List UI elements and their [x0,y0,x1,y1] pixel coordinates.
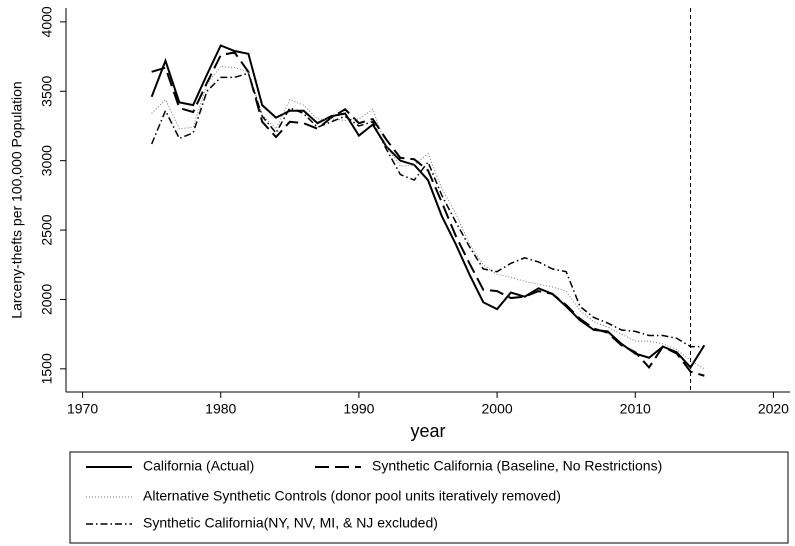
series-line [150,44,706,370]
x-axis-label: year [410,421,445,441]
y-tick-label: 2500 [39,214,55,245]
y-tick-label: 1500 [39,353,55,384]
x-tick-label: 2000 [482,401,513,417]
x-tick-label: 1990 [343,401,374,417]
y-tick-label: 3500 [39,75,55,106]
x-tick-label: 2020 [758,401,789,417]
series-line [150,72,705,348]
series-line [151,51,705,377]
legend-label: Alternative Synthetic Controls (donor po… [143,488,561,504]
series-line [151,65,705,370]
y-tick-label: 4000 [39,6,55,37]
legend-box [69,451,789,544]
legend-label: Synthetic California(NY, NV, MI, & NJ ex… [143,515,438,531]
x-tick-label: 1970 [67,401,98,417]
y-axis-label: Larceny-thefts per 100,000 Population [9,81,25,318]
legend-label: California (Actual) [143,458,254,474]
x-tick-label: 1980 [205,401,236,417]
y-tick-label: 2000 [39,284,55,315]
legend-label: Synthetic California (Baseline, No Restr… [372,458,662,474]
y-tick-label: 3000 [39,145,55,176]
x-tick-label: 2010 [620,401,651,417]
